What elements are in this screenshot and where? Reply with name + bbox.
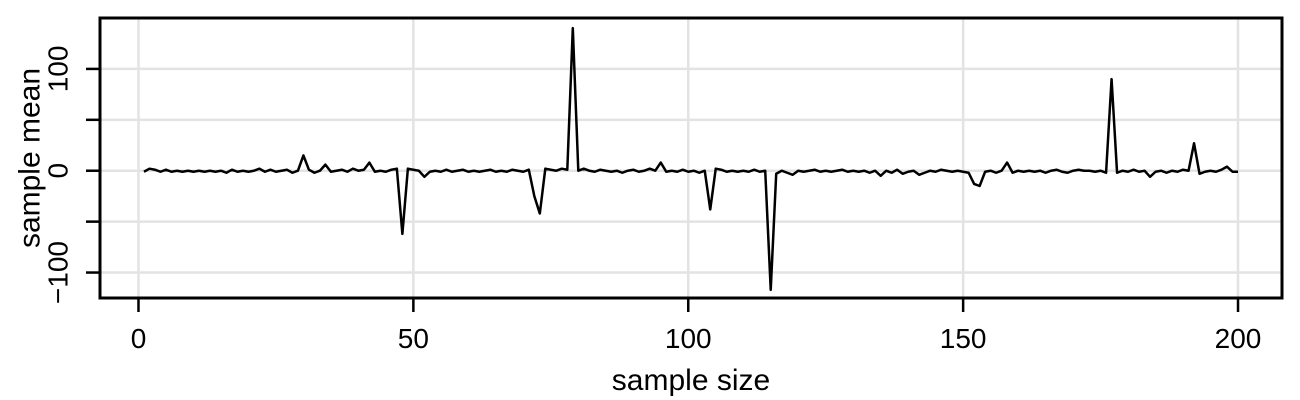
plot-frame	[98, 16, 1284, 300]
y-axis-label: sample mean	[14, 68, 47, 248]
x-tick-label: 200	[1215, 323, 1262, 354]
series-line	[143, 26, 1239, 292]
y-tick-label: −100	[43, 241, 74, 304]
grid-lines	[100, 18, 1282, 298]
x-tick-label: 100	[665, 323, 712, 354]
y-axis: −100 0 100	[43, 46, 100, 304]
x-tick-label: 150	[940, 323, 987, 354]
y-tick-label: 0	[43, 163, 74, 179]
x-axis: 0 50 100 150 200	[131, 298, 1262, 354]
x-axis-label: sample size	[612, 364, 770, 397]
x-tick-label: 0	[131, 323, 147, 354]
y-tick-label: 100	[43, 46, 74, 93]
x-tick-label: 50	[398, 323, 429, 354]
